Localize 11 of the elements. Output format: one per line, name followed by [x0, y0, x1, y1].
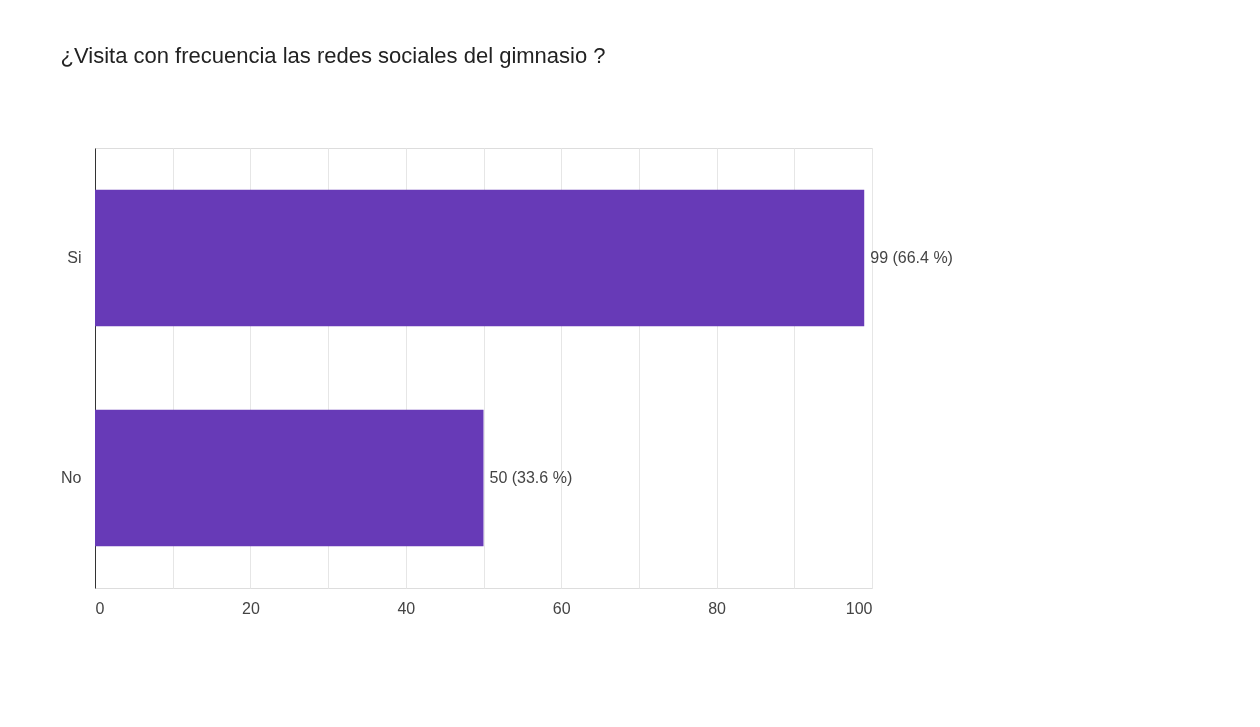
y-tick-label: Si [67, 249, 82, 266]
x-tick-label: 60 [552, 599, 571, 617]
x-tick-label: 20 [242, 599, 260, 617]
data-label: 50 (33.6 %) [489, 469, 573, 486]
x-tick-label: 80 [708, 599, 727, 617]
y-tick-label: No [61, 469, 82, 486]
data-label: 99 (66.4 %) [870, 249, 953, 266]
x-tick-label: 100 [845, 599, 873, 617]
chart-title: ¿Visita con frecuencia las redes sociales del gimnasio ? [60, 43, 606, 68]
x-tick-label: 40 [397, 599, 416, 617]
x-tick-label: 0 [95, 599, 105, 617]
